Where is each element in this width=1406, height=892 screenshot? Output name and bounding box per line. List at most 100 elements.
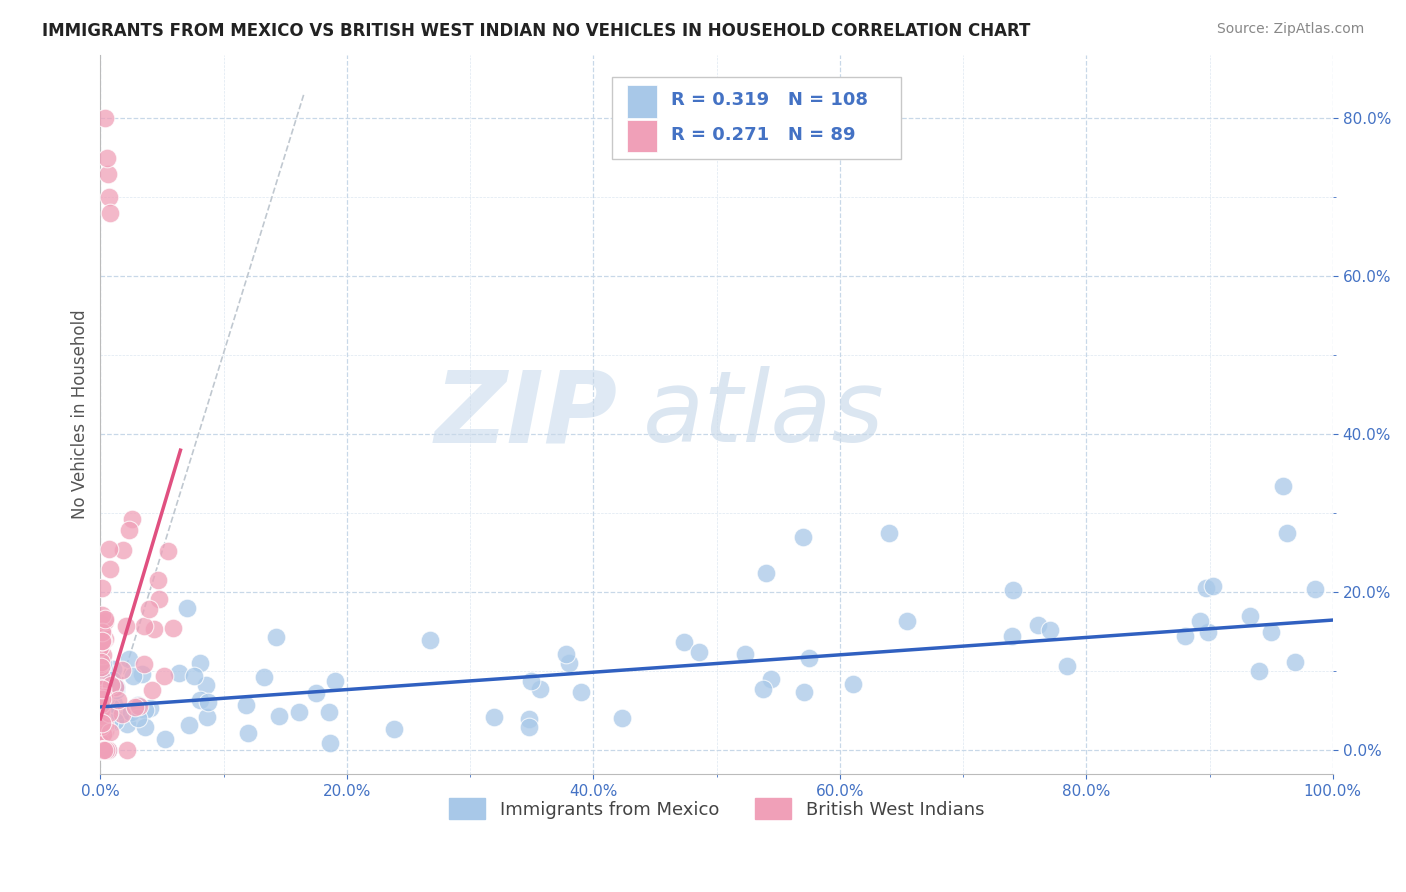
- Point: [89, 640, 111, 654]
- Point: [1026, 618, 1049, 632]
- Point: [1001, 629, 1024, 643]
- Point: [91, 743, 114, 757]
- Point: [1038, 623, 1060, 637]
- Point: [90, 625, 112, 640]
- Point: [148, 591, 170, 606]
- Point: [1284, 655, 1306, 669]
- Point: [673, 634, 696, 648]
- Point: [734, 647, 756, 661]
- Point: [131, 667, 153, 681]
- Text: R = 0.271   N = 89: R = 0.271 N = 89: [671, 126, 855, 144]
- Point: [128, 699, 150, 714]
- Point: [156, 544, 179, 558]
- Point: [100, 687, 122, 701]
- Point: [755, 566, 778, 580]
- Point: [107, 693, 129, 707]
- Point: [305, 686, 328, 700]
- Point: [269, 709, 291, 723]
- Point: [1303, 582, 1326, 596]
- Point: [877, 526, 900, 541]
- Point: [90, 743, 112, 757]
- Point: [97, 706, 120, 720]
- Point: [103, 697, 125, 711]
- Text: R = 0.319   N = 108: R = 0.319 N = 108: [671, 92, 868, 110]
- Point: [176, 601, 198, 615]
- Point: [93, 743, 115, 757]
- Point: [569, 685, 592, 699]
- Point: [90, 656, 112, 670]
- Point: [90, 731, 112, 746]
- Point: [142, 622, 165, 636]
- Point: [117, 743, 139, 757]
- Point: [98, 562, 121, 576]
- Point: [100, 699, 122, 714]
- Point: [93, 634, 115, 648]
- Point: [197, 695, 219, 709]
- Point: [752, 681, 775, 696]
- Point: [264, 630, 287, 644]
- Point: [1260, 625, 1282, 640]
- Point: [89, 698, 111, 712]
- Point: [89, 657, 111, 671]
- Point: [94, 680, 117, 694]
- Point: [89, 616, 111, 631]
- Point: [104, 714, 127, 728]
- Point: [195, 710, 218, 724]
- Point: [194, 678, 217, 692]
- Text: ZIP: ZIP: [434, 366, 619, 463]
- Text: IMMIGRANTS FROM MEXICO VS BRITISH WEST INDIAN NO VEHICLES IN HOUSEHOLD CORRELATI: IMMIGRANTS FROM MEXICO VS BRITISH WEST I…: [42, 22, 1031, 40]
- Point: [94, 723, 117, 738]
- Point: [90, 719, 112, 733]
- Point: [91, 743, 114, 757]
- Point: [90, 681, 112, 696]
- Point: [558, 657, 581, 671]
- Point: [93, 719, 115, 733]
- Point: [115, 716, 138, 731]
- Point: [89, 659, 111, 673]
- Point: [97, 743, 120, 757]
- Point: [100, 724, 122, 739]
- Point: [90, 718, 112, 732]
- Point: [90, 582, 112, 596]
- Point: [93, 743, 115, 757]
- Point: [1189, 614, 1212, 628]
- Point: [90, 607, 112, 622]
- Point: [91, 727, 114, 741]
- Point: [91, 691, 114, 706]
- Point: [90, 743, 112, 757]
- Point: [1002, 582, 1025, 597]
- Point: [89, 702, 111, 716]
- Point: [90, 630, 112, 644]
- Point: [121, 512, 143, 526]
- Point: [90, 697, 112, 711]
- Point: [97, 710, 120, 724]
- Point: [323, 673, 346, 688]
- Point: [93, 676, 115, 690]
- Point: [89, 690, 111, 704]
- Point: [89, 686, 111, 700]
- Point: [517, 720, 540, 734]
- Point: [97, 167, 120, 181]
- Point: [235, 698, 257, 712]
- Point: [90, 729, 112, 743]
- Point: [90, 711, 112, 725]
- Point: [98, 206, 121, 220]
- Point: [91, 734, 114, 748]
- Point: [90, 743, 112, 757]
- Point: [94, 112, 117, 126]
- Point: [1239, 609, 1261, 624]
- Point: [90, 710, 112, 724]
- Point: [138, 602, 160, 616]
- Point: [98, 690, 121, 705]
- Point: [90, 706, 112, 721]
- Point: [419, 632, 441, 647]
- Point: [1174, 629, 1197, 643]
- Point: [89, 669, 111, 683]
- Point: [117, 652, 139, 666]
- Point: [91, 660, 114, 674]
- Point: [382, 722, 405, 736]
- Point: [89, 648, 111, 662]
- Point: [118, 524, 141, 538]
- Point: [94, 743, 117, 757]
- Point: [96, 703, 118, 717]
